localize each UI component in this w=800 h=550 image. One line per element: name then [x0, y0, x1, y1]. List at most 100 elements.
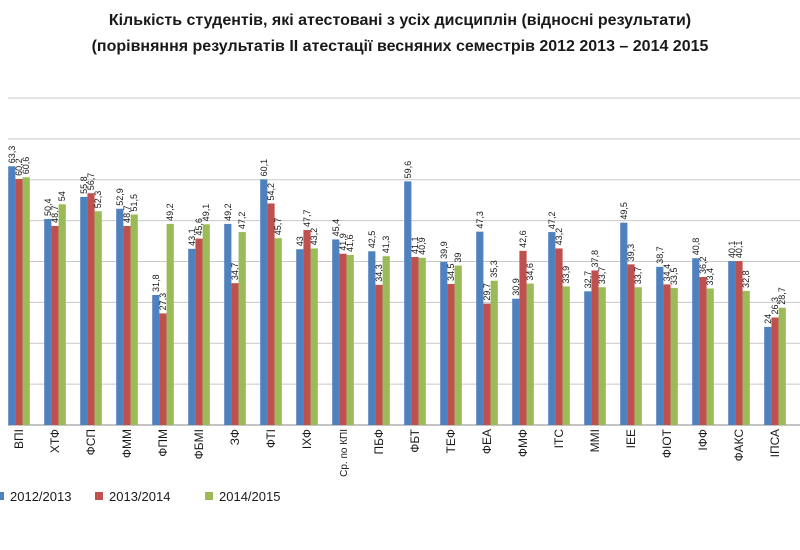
data-label: 33,7 [633, 267, 643, 285]
chart-title: Кількість студентів, які атестовані з ус… [108, 12, 692, 29]
bar-3 [526, 283, 534, 425]
bar-1 [764, 326, 772, 425]
data-label: 63,3 [7, 146, 17, 164]
data-label: 52,9 [115, 188, 125, 206]
data-label: 54 [57, 191, 67, 201]
data-label: 45,4 [331, 219, 341, 237]
bar-1 [116, 208, 124, 425]
bar-2 [483, 303, 491, 425]
data-label: 43,1 [187, 228, 197, 246]
category-label: ТЕФ [444, 429, 458, 453]
data-label: 32,7 [583, 271, 593, 289]
bar-3 [166, 223, 174, 425]
bar-2 [555, 248, 563, 425]
data-label: 24 [763, 314, 773, 324]
bar-1 [260, 179, 268, 425]
legend-item-2012-2013: 2012/2013 [0, 486, 71, 506]
data-label: 28,7 [777, 287, 787, 305]
data-label: 26,3 [770, 297, 780, 315]
category-label: ЗФ [228, 429, 242, 445]
data-label: 39 [453, 253, 463, 263]
bar-1 [692, 258, 700, 425]
data-label: 49,2 [223, 203, 233, 221]
category-label: Ср. по КПІ [339, 429, 350, 477]
data-label: 47,2 [547, 212, 557, 230]
bar-3 [670, 288, 678, 425]
category-label: ІФФ [696, 429, 710, 451]
data-label: 51,5 [129, 194, 139, 212]
category-label: ФЕА [480, 429, 494, 454]
bar-2 [15, 178, 23, 425]
bar-2 [339, 253, 347, 425]
bar-3 [310, 248, 318, 425]
bar-2 [231, 283, 239, 425]
bar-3 [598, 287, 606, 425]
bar-2 [591, 270, 599, 425]
bar-1 [512, 298, 520, 425]
bar-2 [303, 230, 311, 425]
category-label: ВПІ [12, 429, 26, 449]
bar-1 [548, 232, 556, 425]
bar-2 [519, 250, 527, 425]
legend-swatch-red [95, 492, 103, 500]
bar-1 [8, 166, 16, 426]
category-label: ФММ [120, 429, 134, 458]
data-label: 49,1 [201, 204, 211, 222]
data-label: 34,7 [230, 263, 240, 281]
legend-swatch-green [205, 492, 213, 500]
bar-1 [584, 291, 592, 425]
data-label: 39,3 [626, 244, 636, 262]
category-label: ФАКС [732, 429, 746, 462]
data-label: 47,3 [475, 211, 485, 229]
bar-1 [224, 223, 232, 425]
category-label: ФПМ [156, 429, 170, 457]
bar-2 [267, 203, 275, 425]
bar-3 [562, 286, 570, 425]
category-label: ХТФ [48, 429, 62, 453]
bar-3 [778, 307, 786, 425]
bar-1 [620, 222, 628, 425]
bar-2 [195, 238, 203, 425]
bar-2 [663, 284, 671, 425]
data-label: 36,2 [698, 257, 708, 275]
data-label: 30,9 [511, 278, 521, 296]
data-label: 40,1 [727, 241, 737, 259]
legend-label: 2014/2015 [219, 488, 281, 504]
bar-2 [699, 277, 707, 425]
data-label: 43,2 [554, 228, 564, 246]
category-label: ФМФ [516, 429, 530, 457]
bar-2 [159, 313, 167, 425]
data-label: 49,5 [619, 202, 629, 220]
data-label: 59,6 [403, 161, 413, 179]
bar-1 [44, 218, 52, 425]
category-label: ФСП [84, 429, 98, 455]
category-label: ММІ [588, 429, 602, 452]
chart-legend: 2012/2013 2013/2014 2014/2015 [0, 486, 800, 506]
data-label: 52,3 [93, 191, 103, 209]
data-label: 60,2 [14, 158, 24, 176]
data-label: 47,2 [237, 212, 247, 230]
category-label: ФБМІ [192, 429, 206, 459]
bar-3 [382, 256, 390, 425]
bar-3 [418, 257, 426, 425]
bar-2 [51, 225, 59, 425]
legend-label: 2012/2013 [10, 488, 72, 504]
data-label: 33,7 [597, 267, 607, 285]
legend-item-2013-2014: 2013/2014 [95, 486, 170, 506]
legend-item-2014-2015: 2014/2015 [205, 486, 280, 506]
bar-2 [123, 225, 131, 425]
bar-3 [454, 265, 462, 425]
category-label: ФБТ [408, 428, 422, 452]
bar-1 [188, 248, 196, 425]
bar-3 [490, 280, 498, 425]
data-label: 40,1 [734, 241, 744, 259]
data-label: 33,5 [669, 268, 679, 286]
bar-1 [296, 249, 304, 425]
data-label: 60,6 [21, 157, 31, 175]
category-label: ІТС [552, 429, 566, 449]
data-label: 35,3 [489, 260, 499, 278]
bar-3 [346, 254, 354, 425]
data-label: 48,7 [50, 205, 60, 223]
